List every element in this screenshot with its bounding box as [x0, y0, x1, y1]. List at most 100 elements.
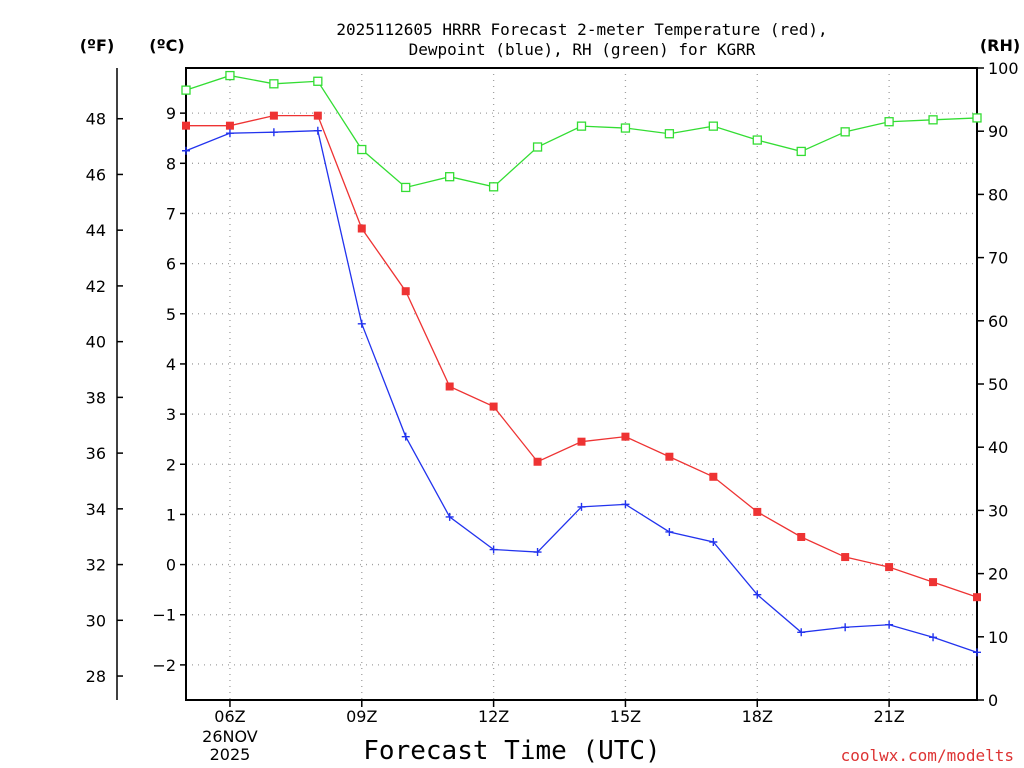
celsius-unit-label: (ºC): [149, 36, 184, 55]
fahrenheit-tick-label: 48: [86, 110, 106, 129]
credit-link[interactable]: coolwx.com/modelts: [841, 746, 1014, 765]
celsius-tick-label: 9: [166, 104, 176, 123]
temperature-series: [182, 111, 981, 602]
temperature-point: [225, 121, 234, 130]
x-tick-date-label: 2025: [210, 745, 251, 764]
rh-point: [357, 144, 367, 155]
temperature-point: [269, 111, 278, 120]
chart-title-line2: Dewpoint (blue), RH (green) for KGRR: [409, 40, 756, 59]
rh-tick-label: 30: [988, 501, 1008, 520]
rh-series: [181, 70, 982, 193]
temperature-point: [445, 382, 454, 391]
dewpoint-point: [357, 319, 366, 328]
fahrenheit-unit-label: (ºF): [80, 36, 115, 55]
temperature-point: [533, 457, 542, 466]
temperature-point: [841, 553, 850, 562]
temperature-point: [885, 563, 894, 572]
fahrenheit-tick-label: 30: [86, 611, 106, 630]
rh-point: [752, 135, 762, 145]
x-tick-date-label: 26NOV: [202, 727, 258, 746]
temperature-line: [186, 115, 978, 598]
data-series: [181, 70, 982, 657]
dewpoint-line: [185, 130, 978, 653]
dewpoint-point: [885, 620, 894, 629]
dewpoint-point: [269, 128, 278, 137]
fahrenheit-tick-label: 34: [86, 500, 106, 519]
celsius-tick-label: 5: [166, 305, 176, 324]
x-tick-label: 06Z: [214, 707, 245, 726]
temperature-point: [665, 452, 674, 461]
dewpoint-point: [401, 432, 410, 441]
rh-point: [884, 117, 894, 127]
dewpoint-point: [621, 500, 630, 509]
temperature-point: [577, 437, 586, 446]
x-axis-label: Forecast Time (UTC): [363, 736, 660, 766]
celsius-tick-label: 0: [166, 556, 176, 575]
temperature-point: [489, 402, 498, 411]
dewpoint-point: [841, 623, 850, 632]
x-tick-label: 21Z: [873, 707, 904, 726]
rh-tick-label: 20: [988, 565, 1008, 584]
dewpoint-series: [182, 126, 981, 657]
fahrenheit-tick-label: 32: [86, 556, 106, 575]
dewpoint-point: [313, 126, 322, 135]
fahrenheit-tick-label: 40: [86, 333, 106, 352]
chart-title-line1: 2025112605 HRRR Forecast 2-meter Tempera…: [336, 20, 827, 39]
dewpoint-point: [489, 545, 498, 554]
rh-point: [928, 115, 938, 125]
dewpoint-point: [225, 129, 234, 138]
celsius-tick-label: 2: [166, 455, 176, 474]
dewpoint-point: [709, 538, 718, 546]
temperature-point: [401, 287, 410, 296]
rh-point: [840, 127, 850, 137]
temperature-point: [929, 578, 938, 587]
rh-point: [269, 79, 279, 89]
rh-tick-label: 0: [988, 691, 998, 710]
rh-point: [488, 182, 499, 192]
rh-tick-label: 100: [988, 59, 1019, 78]
rh-tick-label: 10: [988, 628, 1008, 647]
fahrenheit-tick-label: 36: [86, 444, 106, 463]
celsius-tick-label: 1: [166, 505, 176, 524]
dewpoint-point: [577, 502, 586, 511]
x-tick-label: 12Z: [478, 707, 509, 726]
dewpoint-point: [182, 146, 190, 155]
dewpoint-point: [665, 527, 674, 536]
temperature-point: [753, 507, 762, 516]
rh-tick-label: 40: [988, 438, 1008, 457]
rh-point: [576, 121, 587, 131]
dewpoint-point: [753, 590, 762, 599]
temperature-point: [313, 111, 322, 120]
rh-tick-label: 90: [988, 122, 1008, 141]
celsius-tick-label: 4: [166, 355, 176, 374]
rh-point: [313, 76, 323, 86]
rh-point: [664, 129, 675, 139]
rh-point: [225, 70, 235, 81]
fahrenheit-tick-label: 44: [86, 221, 106, 240]
x-tick-label: 18Z: [742, 707, 773, 726]
temperature-point: [621, 432, 630, 441]
rh-point: [972, 113, 982, 123]
celsius-tick-label: 8: [166, 154, 176, 173]
x-tick-label: 09Z: [346, 707, 377, 726]
dewpoint-point: [973, 648, 981, 657]
grid-lines: [186, 68, 977, 700]
fahrenheit-tick-label: 42: [86, 277, 106, 296]
fahrenheit-tick-label: 38: [86, 388, 106, 407]
celsius-tick-label: 7: [166, 204, 176, 223]
celsius-tick-label: −1: [152, 606, 176, 625]
rh-point: [401, 182, 411, 193]
rh-point: [181, 85, 191, 95]
rh-tick-label: 70: [988, 249, 1008, 268]
x-tick-label: 15Z: [610, 707, 641, 726]
dewpoint-point: [797, 628, 806, 637]
celsius-tick-label: 6: [166, 255, 176, 274]
temperature-point: [357, 224, 366, 233]
rh-point: [620, 123, 631, 133]
temperature-point: [182, 121, 190, 130]
fahrenheit-tick-label: 28: [86, 667, 106, 686]
celsius-tick-label: 3: [166, 405, 176, 424]
temperature-point: [797, 532, 806, 541]
dewpoint-point: [929, 633, 938, 642]
